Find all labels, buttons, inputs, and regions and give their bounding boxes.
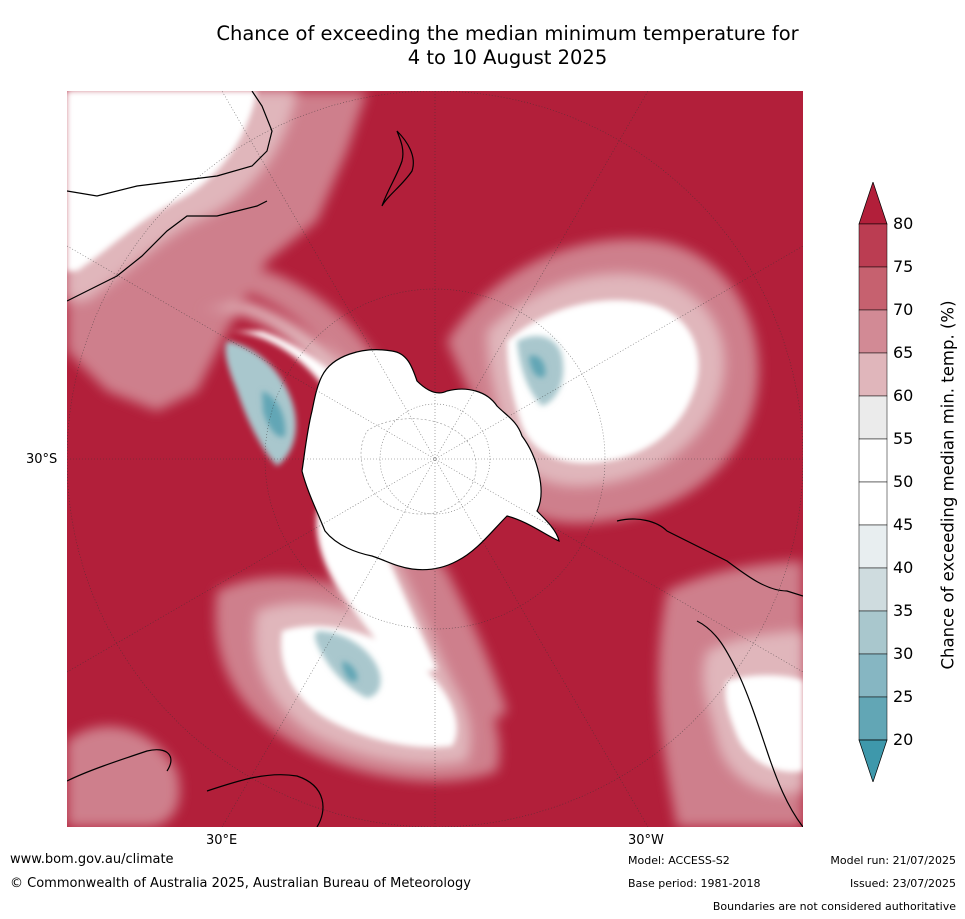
colorbar-tick-label: 70 [893, 300, 914, 319]
colorbar-tick-label: 65 [893, 343, 914, 362]
title-line-2: 4 to 10 August 2025 [407, 46, 608, 69]
colorbar-tick-label: 75 [893, 257, 914, 276]
colorbar-cell [858, 610, 888, 655]
colorbar-cell [858, 395, 888, 440]
colorbar-cell [858, 352, 888, 397]
disclaimer-text: Boundaries are not considered authoritat… [712, 900, 956, 913]
colorbar-tick-label: 30 [893, 644, 914, 663]
colorbar-max-extension [858, 182, 888, 225]
colorbar-label: Chance of exceeding median min. temp. (%… [938, 300, 958, 670]
colorbar-tick-label: 45 [893, 515, 914, 534]
colorbar-cell [858, 266, 888, 311]
polar-map [67, 91, 803, 827]
base-period-text: Base period: 1981-2018 [628, 877, 761, 890]
lon-label-30w: 30°W [628, 833, 664, 848]
antarctica-landmass [301, 349, 560, 571]
graticule [67, 91, 803, 827]
colorbar-tick-label: 20 [893, 730, 914, 749]
lon-label-30e: 30°E [206, 833, 238, 848]
colorbar-cell [858, 567, 888, 612]
colorbar-cell [858, 524, 888, 569]
colorbar-cell [858, 309, 888, 354]
colorbar-cell [858, 438, 888, 483]
model-run-text: Model run: 21/07/2025 [830, 854, 956, 867]
colorbar-tick-label: 55 [893, 429, 914, 448]
colorbar-cell [858, 696, 888, 741]
website-link[interactable]: www.bom.gov.au/climate [10, 852, 174, 867]
colorbar-tick-label: 35 [893, 601, 914, 620]
colorbar-tick-label: 60 [893, 386, 914, 405]
colorbar-tick-label: 40 [893, 558, 914, 577]
colorbar-min-extension [858, 739, 888, 782]
colorbar-tick-label: 50 [893, 472, 914, 491]
issued-text: Issued: 23/07/2025 [849, 877, 956, 890]
colorbar-cell [858, 653, 888, 698]
title-line-1: Chance of exceeding the median minimum t… [216, 22, 799, 45]
coastlines [67, 91, 803, 827]
copyright-text: © Commonwealth of Australia 2025, Austra… [10, 876, 471, 891]
lat-label-30s: 30°S [26, 452, 58, 467]
probability-band-25 [262, 355, 546, 682]
colorbar-cell [858, 481, 888, 526]
colorbar-cell [858, 223, 888, 268]
model-text: Model: ACCESS-S2 [628, 854, 730, 867]
colorbar-tick-label: 25 [893, 687, 914, 706]
chart-title: Chance of exceeding the median minimum t… [110, 22, 905, 70]
colorbar [858, 182, 888, 782]
colorbar-tick-label: 80 [893, 214, 914, 233]
